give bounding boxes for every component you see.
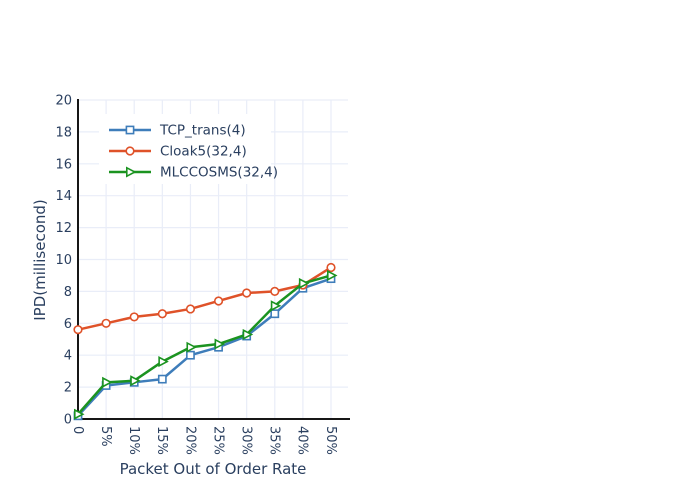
y-tick-label: 14 xyxy=(55,189,72,204)
x-tick-label: 5% xyxy=(98,426,113,447)
y-tick-label: 16 xyxy=(55,157,72,172)
triangle-right-marker xyxy=(74,408,85,420)
triangle-right-marker xyxy=(242,328,254,340)
circle-marker xyxy=(129,312,139,322)
series-MLCCOSMS(32,4) xyxy=(74,269,338,420)
circle-marker xyxy=(326,262,336,273)
triangle-right-marker xyxy=(298,277,310,289)
y-tick-label: 2 xyxy=(64,381,72,396)
square-marker xyxy=(157,374,167,384)
y-tick-label: 10 xyxy=(55,253,72,268)
x-tick-label: 30% xyxy=(239,426,254,455)
legend-item-Cloak5(32,4)[interactable]: Cloak5(32,4) xyxy=(109,144,247,160)
x-tick-label: 40% xyxy=(295,426,310,455)
y-tick-label: 8 xyxy=(64,285,72,300)
y-tick-label: 4 xyxy=(64,349,72,364)
x-tick-label: 35% xyxy=(267,426,282,455)
triangle-right-marker xyxy=(270,300,282,312)
square-marker xyxy=(125,125,135,135)
y-axis-title: IPD(millisecond) xyxy=(31,199,49,321)
x-axis-title: Packet Out of Order Rate xyxy=(120,460,307,478)
y-tick-label: 12 xyxy=(55,221,72,236)
circle-marker xyxy=(125,146,135,156)
x-tick-label: 0 xyxy=(70,426,85,434)
x-tick-label: 20% xyxy=(182,426,197,455)
y-tick-label: 0 xyxy=(64,413,72,428)
triangle-right-marker xyxy=(186,341,197,353)
axis-layer: 0 2 4 6 8 10 12 14 16 18 20 0 5% 10% 15% 20% 25% 30% 35% 40… xyxy=(55,94,350,455)
triangle-right-marker xyxy=(130,375,141,387)
series-line xyxy=(77,277,332,417)
triangle-right-marker xyxy=(326,269,338,281)
circle-marker xyxy=(101,318,111,328)
x-tick-label: 50% xyxy=(323,426,338,455)
x-tick-label: 15% xyxy=(154,426,169,455)
x-tick-label: 10% xyxy=(126,426,141,455)
legend-item-TCP_trans(4)[interactable]: TCP_trans(4) xyxy=(109,123,246,139)
triangle-right-marker xyxy=(158,356,169,368)
legend-item-MLCCOSMS(32,4)[interactable]: MLCCOSMS(32,4) xyxy=(109,165,278,181)
legend-label: MLCCOSMS(32,4) xyxy=(160,165,278,181)
square-marker xyxy=(186,350,195,360)
y-tick-label: 18 xyxy=(55,125,72,140)
legend-label: Cloak5(32,4) xyxy=(160,144,247,160)
x-tick-label: 25% xyxy=(210,426,225,455)
circle-marker xyxy=(157,309,167,319)
series-line xyxy=(77,266,332,331)
triangle-right-marker xyxy=(102,376,113,388)
triangle-right-marker xyxy=(126,166,137,178)
legend: TCP_trans(4) Cloak5(32,4) MLCCOSMS(32,4) xyxy=(99,114,278,184)
circle-marker xyxy=(185,304,196,314)
series-TCP_trans(4) xyxy=(73,274,336,421)
circle-marker xyxy=(242,288,252,298)
square-marker xyxy=(270,309,280,319)
series-line xyxy=(77,274,332,416)
legend-label: TCP_trans(4) xyxy=(159,123,246,139)
y-tick-label: 20 xyxy=(55,94,72,109)
circle-marker xyxy=(213,296,224,306)
triangle-right-marker xyxy=(214,338,226,350)
series-layer xyxy=(73,262,338,421)
y-tick-label: 6 xyxy=(64,317,72,332)
circle-marker xyxy=(73,325,83,335)
circle-marker xyxy=(270,286,280,297)
